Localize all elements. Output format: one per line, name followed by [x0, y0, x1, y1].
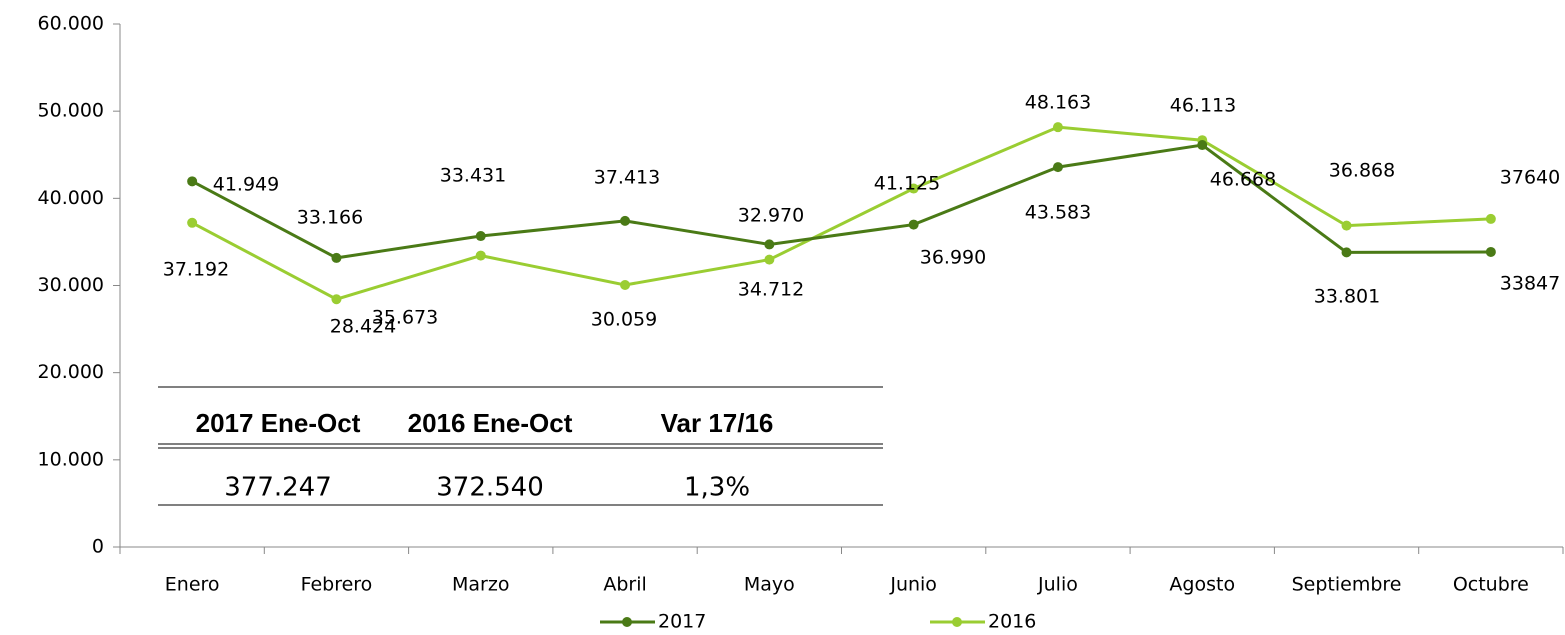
point	[331, 294, 342, 305]
point	[1485, 246, 1496, 257]
data-label: 41.125	[874, 173, 940, 195]
series-line	[191, 143, 1491, 260]
series-line	[191, 125, 1491, 301]
table-cell: 377.247	[224, 473, 332, 503]
legend-marker	[952, 617, 962, 627]
data-label: 33.431	[440, 165, 506, 187]
data-label: 34.712	[738, 279, 804, 301]
point	[620, 215, 631, 226]
data-label: 32.970	[738, 205, 804, 227]
table-cell: 1,3%	[684, 473, 750, 503]
point	[620, 279, 631, 290]
point	[1052, 162, 1063, 173]
x-tick-label: Abril	[603, 574, 646, 596]
data-label: 37.192	[163, 259, 229, 281]
x-tick-label: Octubre	[1453, 574, 1529, 596]
y-tick-label: 10.000	[38, 448, 104, 470]
table-cell: 372.540	[436, 473, 544, 503]
data-label: 43.583	[1025, 202, 1091, 224]
y-tick-label: 40.000	[38, 187, 104, 209]
data-label: 33847	[1500, 273, 1560, 295]
data-label: 46.113	[1170, 95, 1236, 117]
x-tick-label: Julio	[1037, 574, 1078, 596]
x-tick-label: Agosto	[1169, 574, 1235, 596]
x-tick-label: Enero	[165, 574, 220, 596]
data-label: 36.990	[920, 247, 986, 269]
y-tick-label: 0	[92, 536, 104, 558]
point	[1341, 247, 1352, 258]
table-header: Var 17/16	[661, 408, 774, 438]
data-label: 46.668	[1210, 169, 1276, 191]
point	[331, 252, 342, 263]
table-header: 2016 Ene-Oct	[408, 408, 573, 438]
point	[1052, 122, 1063, 133]
x-tick-label: Septiembre	[1292, 574, 1402, 596]
data-label: 48.163	[1025, 92, 1091, 114]
legend-label: 2017	[658, 611, 706, 633]
y-tick-label: 60.000	[38, 13, 104, 35]
point	[908, 183, 919, 194]
y-tick-label: 30.000	[38, 274, 104, 296]
table-header: 2017 Ene-Oct	[196, 408, 361, 438]
y-tick-label: 50.000	[38, 100, 104, 122]
x-tick-label: Junio	[889, 574, 937, 596]
point	[908, 219, 919, 230]
point	[475, 250, 486, 261]
data-label: 35.673	[372, 307, 438, 329]
point	[1197, 140, 1208, 151]
point	[764, 239, 775, 250]
y-tick-label: 20.000	[38, 361, 104, 383]
x-tick-label: Febrero	[301, 574, 373, 596]
data-label: 28.424	[330, 316, 396, 338]
legend-label: 2016	[988, 611, 1036, 633]
point	[764, 254, 775, 265]
point	[187, 176, 198, 187]
point	[1485, 213, 1496, 224]
data-label: 33.801	[1314, 286, 1380, 308]
data-label: 37.413	[594, 167, 660, 189]
x-tick-label: Mayo	[744, 574, 795, 596]
point	[475, 231, 486, 242]
point	[187, 217, 198, 228]
summary-table: 2017 Ene-Oct 2016 Ene-Oct Var 17/16 377.…	[158, 386, 883, 506]
legend-marker	[622, 617, 632, 627]
data-label: 37640	[1500, 167, 1560, 189]
data-label: 41.949	[213, 174, 279, 196]
data-label: 33.166	[297, 207, 363, 229]
point	[1341, 220, 1352, 231]
data-label: 30.059	[591, 309, 657, 331]
data-label: 36.868	[1329, 160, 1395, 182]
x-tick-label: Marzo	[452, 574, 509, 596]
